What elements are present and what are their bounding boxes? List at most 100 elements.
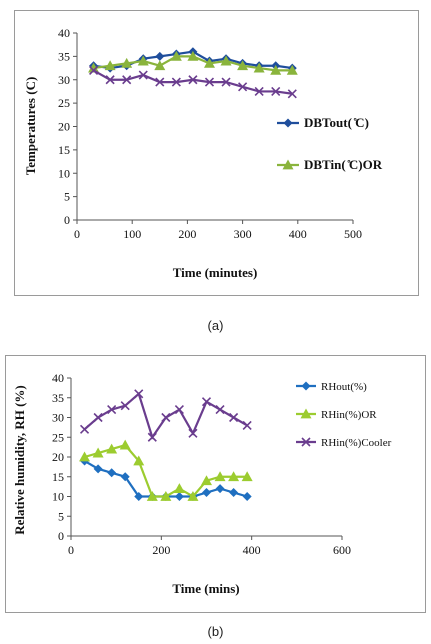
x-axis-title: Time (minutes) xyxy=(173,265,258,280)
series-2-point xyxy=(242,420,252,430)
series-2-point xyxy=(204,77,215,87)
y-tick-label: 20 xyxy=(58,120,70,134)
series-1-point xyxy=(228,471,240,482)
series-1-point xyxy=(160,491,172,501)
y-tick-label: 30 xyxy=(58,73,70,87)
series-1-point xyxy=(121,57,133,68)
series-2-point xyxy=(161,412,171,423)
series-2-point xyxy=(201,397,212,407)
y-tick-label: 35 xyxy=(52,391,64,405)
y-tick-label: 15 xyxy=(52,470,64,484)
chart-panel-a: 0 5 10 15 20 25 30 35 40 0 100 200 300 400 500 Time (mi… xyxy=(14,10,419,296)
series-0-point xyxy=(215,484,225,494)
series-1-point xyxy=(214,471,226,482)
series-0-point xyxy=(174,492,184,501)
series-2-point xyxy=(238,82,248,92)
series-2-point xyxy=(229,412,239,423)
series-1-point xyxy=(133,455,145,466)
legend-0-label: DBTout( ̊C) xyxy=(304,115,369,130)
series-2-point xyxy=(147,432,157,442)
y-tick-label: 25 xyxy=(52,430,64,444)
caption-b: (b) xyxy=(207,624,224,639)
legend-1-label: RHin(%)OR xyxy=(321,409,377,421)
series-1-point xyxy=(286,64,298,75)
series-1-point xyxy=(154,60,166,71)
series-2-point xyxy=(155,77,165,87)
series-2 xyxy=(88,65,297,99)
series-2-point xyxy=(188,428,198,438)
y-tick-label: 35 xyxy=(58,49,70,63)
y-tick-label: 10 xyxy=(52,490,64,504)
series-2-point xyxy=(271,86,281,97)
series-2-point xyxy=(254,86,264,97)
x-tick-label: 500 xyxy=(344,227,362,241)
y-tick-label: 25 xyxy=(58,96,70,110)
series-2-point xyxy=(215,405,225,415)
x-tick-label: 200 xyxy=(152,543,170,557)
y-tick-label: 5 xyxy=(58,509,64,523)
series-2-line xyxy=(83,391,248,440)
series-2-point xyxy=(93,412,103,423)
series-1-point xyxy=(92,447,104,458)
series-2-point xyxy=(138,70,148,80)
series-1-point xyxy=(88,62,100,73)
series-2-point xyxy=(171,77,181,87)
series-2-point xyxy=(79,424,90,434)
legend-2-marker xyxy=(301,437,311,447)
x-tick-label: 0 xyxy=(74,227,80,241)
series-1-point xyxy=(146,491,158,501)
y-tick-label: 0 xyxy=(64,213,70,227)
series-1 xyxy=(79,439,253,501)
y-tick-label: 5 xyxy=(64,190,70,204)
series-1-point xyxy=(187,50,199,61)
series-0-point xyxy=(229,488,239,498)
series-2-point xyxy=(188,75,198,85)
series-1-point xyxy=(241,471,253,482)
series-1-point xyxy=(119,439,131,450)
legend-1-label: DBTin( ̊C)OR xyxy=(304,157,383,172)
series-0-point xyxy=(107,468,117,478)
legend-2-label: RHin(%)Cooler xyxy=(321,437,392,449)
x-tick-label: 200 xyxy=(178,227,196,241)
series-2 xyxy=(79,389,252,442)
legend-1-marker xyxy=(282,159,294,170)
series-1-point xyxy=(253,62,265,73)
series-2-point xyxy=(88,65,99,75)
series-2-point xyxy=(221,77,231,87)
legend-1-marker xyxy=(300,408,312,419)
series-1-point xyxy=(237,60,249,71)
x-axis-title: Time (mins) xyxy=(172,581,239,596)
series-0-point xyxy=(120,472,130,482)
series-2-point xyxy=(122,75,132,85)
series-1-point xyxy=(104,60,116,71)
series-0-point xyxy=(242,492,252,501)
series-1-point xyxy=(201,475,212,486)
x-tick-label: 0 xyxy=(68,543,74,557)
series-1-point xyxy=(79,451,91,462)
series-1-point xyxy=(270,64,282,75)
series-1-point xyxy=(170,50,182,61)
series-1-point xyxy=(137,55,149,66)
legend-0-label: RHout(%) xyxy=(321,381,367,393)
series-0-point xyxy=(93,464,103,474)
legend-0-marker xyxy=(301,381,311,391)
x-tick-label: 100 xyxy=(123,227,141,241)
x-tick-label: 300 xyxy=(234,227,252,241)
series-1-point xyxy=(187,491,199,501)
y-tick-label: 10 xyxy=(58,166,70,180)
series-1-point xyxy=(203,57,215,68)
series-0-point xyxy=(134,492,144,501)
series-2-point xyxy=(174,405,184,415)
caption-a: (a) xyxy=(207,318,224,333)
y-tick-label: 15 xyxy=(58,143,70,157)
y-axis-title: Relative humidity, RH (%) xyxy=(12,385,27,535)
legend-0-marker xyxy=(283,118,293,128)
series-2-point xyxy=(105,75,115,85)
chart-panel-b: 0 5 10 15 20 25 30 35 40 0 200 400 600 Time (mins) Rel… xyxy=(5,355,426,613)
series-1 xyxy=(88,50,298,75)
x-tick-label: 400 xyxy=(243,543,261,557)
series-2-point xyxy=(287,89,297,99)
x-tick-label: 400 xyxy=(289,227,307,241)
y-tick-label: 40 xyxy=(58,26,70,40)
